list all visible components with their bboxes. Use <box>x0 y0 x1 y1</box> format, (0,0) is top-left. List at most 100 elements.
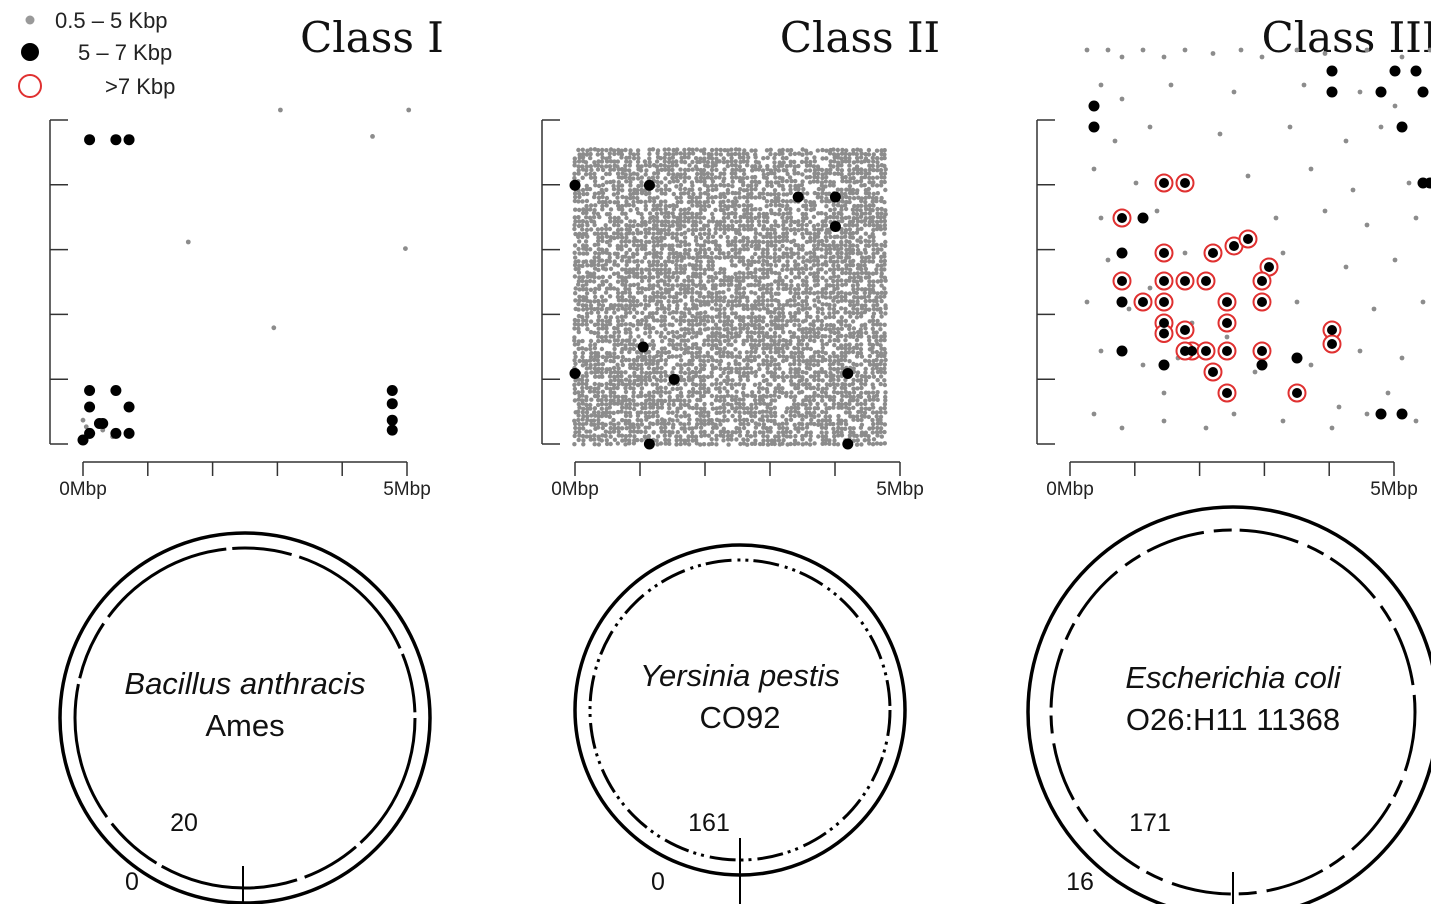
small-dot <box>623 322 628 327</box>
small-dot <box>663 441 668 446</box>
small-dot <box>690 434 695 439</box>
small-dot <box>706 203 712 209</box>
small-dot <box>807 362 813 367</box>
small-dot <box>858 314 864 319</box>
large-dot <box>1396 121 1408 133</box>
small-dot <box>753 373 758 379</box>
small-dot <box>820 345 825 351</box>
small-dot <box>745 437 750 443</box>
small-dot <box>623 357 629 363</box>
small-dot <box>823 235 829 240</box>
small-dot <box>746 421 751 427</box>
small-dot <box>682 175 688 180</box>
small-dot <box>832 354 837 359</box>
small-dot <box>651 318 657 323</box>
small-dot <box>882 429 887 435</box>
small-dot <box>740 258 746 264</box>
small-dot <box>789 390 794 395</box>
small-dot <box>667 278 672 283</box>
small-dot <box>855 438 860 443</box>
small-dot <box>749 315 754 320</box>
small-dot <box>651 259 656 264</box>
small-dot <box>713 230 718 236</box>
small-dot <box>722 230 727 236</box>
small-dot <box>870 183 875 188</box>
small-dot <box>721 370 726 375</box>
small-dot <box>854 179 860 184</box>
small-dot <box>690 327 695 332</box>
small-dot <box>683 294 688 299</box>
small-dot <box>631 307 637 312</box>
small-dot <box>773 413 778 419</box>
small-dot <box>608 207 614 212</box>
small-dot <box>593 183 598 188</box>
small-dot <box>855 350 860 356</box>
small-dot <box>823 290 829 296</box>
inner-count: 20 <box>170 809 198 837</box>
small-dot <box>662 398 668 404</box>
small-dot <box>662 147 667 152</box>
small-dot <box>702 406 707 411</box>
small-dot <box>655 421 660 426</box>
small-dot <box>832 330 837 336</box>
small-dot <box>635 188 640 193</box>
small-dot <box>846 223 852 228</box>
small-dot <box>635 222 641 228</box>
small-dot <box>679 266 684 271</box>
small-dot <box>592 342 598 347</box>
small-dot <box>757 366 762 372</box>
small-dot <box>832 441 837 447</box>
small-dot <box>687 417 692 422</box>
legend-label-2: >7 Kbp <box>105 74 175 99</box>
small-dot <box>722 346 727 351</box>
small-dot <box>572 198 578 204</box>
small-dot <box>738 326 743 331</box>
small-dot <box>769 183 774 189</box>
small-dot <box>647 151 652 157</box>
small-dot <box>768 382 773 387</box>
small-dot <box>827 306 832 311</box>
small-dot <box>1231 411 1237 417</box>
small-dot <box>730 413 735 419</box>
small-dot <box>875 397 880 402</box>
small-dot <box>667 441 672 446</box>
large-dot <box>792 191 804 203</box>
small-dot <box>866 437 871 443</box>
small-dot <box>854 342 860 348</box>
small-dot <box>713 333 718 339</box>
small-dot <box>776 318 781 323</box>
small-dot <box>843 298 848 303</box>
small-dot <box>831 270 836 276</box>
small-dot <box>815 148 820 153</box>
small-dot <box>580 322 585 327</box>
small-dot <box>741 238 746 243</box>
small-dot <box>792 382 797 387</box>
small-dot <box>835 390 840 395</box>
small-dot <box>788 370 793 375</box>
small-dot <box>851 345 856 351</box>
small-dot <box>611 306 616 311</box>
small-dot <box>874 219 880 224</box>
small-dot <box>730 184 735 189</box>
small-dot <box>580 187 586 193</box>
small-dot <box>714 437 719 442</box>
small-dot <box>761 393 766 399</box>
small-dot <box>858 327 863 332</box>
small-dot <box>1420 299 1426 305</box>
small-dot <box>679 159 684 164</box>
small-dot <box>726 338 731 343</box>
small-dot <box>730 179 735 184</box>
small-dot <box>701 168 707 173</box>
small-dot <box>812 247 817 252</box>
large-dot <box>1116 345 1128 357</box>
small-dot <box>659 405 665 410</box>
small-dot <box>616 206 622 212</box>
small-dot <box>831 401 837 407</box>
small-dot <box>694 195 699 200</box>
small-dot <box>847 291 852 296</box>
small-dot <box>584 210 589 216</box>
small-dot <box>839 315 844 320</box>
small-dot <box>859 183 864 188</box>
small-dot <box>709 363 715 368</box>
small-dot <box>584 394 589 400</box>
